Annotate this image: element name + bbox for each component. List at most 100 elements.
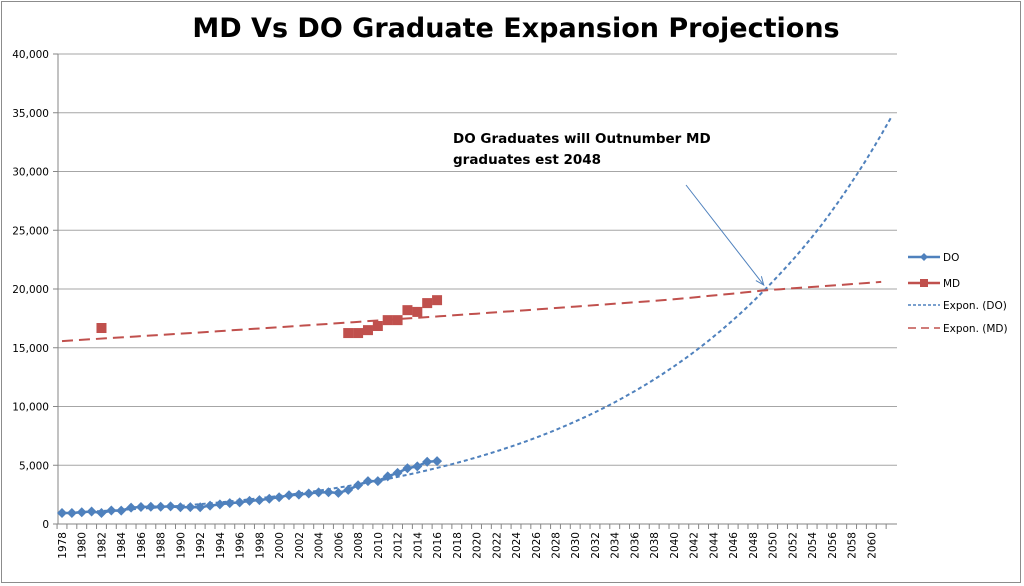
x-tick-label: 2008 — [353, 532, 365, 559]
data-point-do — [313, 487, 324, 498]
data-point-do — [116, 505, 127, 516]
x-tick-label: 2060 — [866, 532, 878, 559]
legend-do-diamond-icon — [920, 253, 928, 261]
x-tick-label: 2034 — [610, 532, 622, 559]
legend-expon-do-label: Expon. (DO) — [943, 300, 1007, 312]
x-tick-label: 1978 — [57, 532, 69, 559]
legend-item-expon-do[interactable]: Expon. (DO) — [908, 300, 1007, 312]
data-point-do — [96, 507, 107, 518]
annotation-arrowhead-icon — [755, 276, 765, 287]
data-point-do — [155, 501, 166, 512]
data-point-md — [412, 306, 423, 317]
data-point-do — [185, 502, 196, 513]
data-point-do — [145, 501, 156, 512]
data-point-do — [323, 487, 334, 498]
data-point-do — [175, 502, 186, 513]
x-tick-label: 2054 — [807, 532, 819, 559]
x-tick-label: 2028 — [551, 532, 563, 559]
data-point-md — [372, 321, 383, 332]
data-point-do — [214, 499, 225, 510]
data-point-do — [274, 492, 285, 503]
y-tick-label: 30,000 — [12, 167, 49, 179]
legend-md-label: MD — [943, 278, 960, 290]
y-tick-label: 5,000 — [19, 460, 49, 472]
data-point-md — [362, 325, 373, 336]
data-point-do — [126, 502, 137, 513]
data-point-do — [234, 497, 245, 508]
legend-item-expon-md[interactable]: Expon. (MD) — [908, 323, 1008, 335]
legend-md-square-icon — [920, 279, 928, 287]
x-tick-label: 2004 — [314, 532, 326, 559]
data-point-do — [353, 480, 364, 491]
x-tick-label: 1984 — [116, 532, 128, 559]
x-tick-label: 2058 — [847, 532, 859, 559]
y-tick-label: 40,000 — [12, 49, 49, 61]
x-tick-label: 2038 — [649, 532, 661, 559]
data-point-do — [362, 476, 373, 487]
x-tick-label: 2006 — [333, 532, 345, 559]
data-point-do — [244, 495, 255, 506]
data-point-do — [333, 487, 344, 498]
legend-expon-md-label: Expon. (MD) — [943, 323, 1008, 335]
x-tick-label: 1986 — [136, 532, 148, 559]
x-tick-label: 2018 — [452, 532, 464, 559]
legend: DO MD Expon. (DO) Expon. (MD) — [908, 252, 1008, 335]
data-point-do — [205, 500, 216, 511]
data-point-do — [224, 498, 235, 509]
data-point-do — [293, 489, 304, 500]
data-point-md — [96, 323, 107, 334]
trendline-expon-do — [61, 116, 892, 515]
data-point-do — [392, 467, 403, 478]
legend-item-md[interactable]: MD — [908, 278, 960, 290]
data-point-do — [76, 507, 87, 518]
x-tick-label: 1992 — [195, 532, 207, 559]
data-point-do — [57, 507, 67, 518]
x-tick-label: 2032 — [590, 532, 602, 559]
y-tick-label: 35,000 — [12, 108, 49, 120]
x-tick-label: 2056 — [827, 532, 839, 559]
y-tick-label: 15,000 — [12, 343, 49, 355]
x-tick-label: 2024 — [511, 532, 523, 559]
x-tick-label: 2002 — [294, 532, 306, 559]
gridlines — [58, 53, 897, 466]
legend-item-do[interactable]: DO — [908, 252, 959, 264]
data-point-md — [422, 298, 433, 309]
x-tick-label: 2044 — [708, 532, 720, 559]
data-point-do — [372, 476, 383, 487]
x-tick-label: 1982 — [96, 532, 108, 559]
trendlines — [61, 116, 892, 515]
data-point-do — [402, 463, 413, 474]
x-tick-label: 2016 — [432, 532, 444, 559]
x-tick-label: 1988 — [156, 532, 168, 559]
x-tick-label: 2036 — [629, 532, 641, 559]
data-point-md — [343, 328, 354, 339]
x-tick-label: 1990 — [175, 532, 187, 559]
data-point-do — [66, 507, 77, 518]
data-point-do — [195, 502, 206, 513]
x-tick-label: 2040 — [669, 532, 681, 559]
y-tick-label: 0 — [42, 519, 49, 531]
data-point-do — [106, 505, 117, 516]
data-point-do — [343, 484, 354, 495]
data-point-do — [165, 501, 176, 512]
x-tick-label: 1998 — [254, 532, 266, 559]
annotation: DO Graduates will Outnumber MD graduates… — [453, 131, 765, 287]
data-point-do — [135, 501, 146, 512]
x-tick-label: 2012 — [393, 532, 405, 559]
data-point-do — [412, 461, 423, 472]
data-point-do — [303, 488, 314, 499]
trendline-expon-md — [61, 280, 882, 343]
x-tick-label: 2014 — [412, 532, 424, 559]
data-point-do — [432, 456, 443, 467]
x-tick-label: 2046 — [728, 532, 740, 559]
legend-do-label: DO — [943, 252, 959, 264]
x-tick-label: 2052 — [787, 532, 799, 559]
x-tick-label: 2042 — [689, 532, 701, 559]
data-point-md — [402, 305, 413, 316]
y-tick-label: 20,000 — [12, 284, 49, 296]
y-tick-label: 25,000 — [12, 225, 49, 237]
y-tick-label: 10,000 — [12, 402, 49, 414]
data-point-do — [284, 490, 295, 501]
axes: 0 5,000 10,000 15,000 20,000 25,000 30,000 35,0… — [12, 49, 897, 559]
